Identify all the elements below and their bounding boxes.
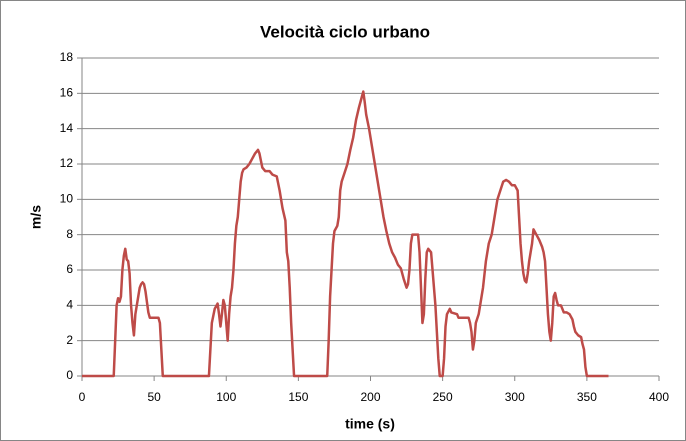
x-tick-label: 0 [79,390,86,404]
x-tick-label: 350 [577,390,597,404]
x-axis-title: time (s) [345,416,395,432]
x-tick-label: 300 [505,390,525,404]
y-tick-label: 0 [66,368,73,382]
y-tick-label: 16 [60,86,74,100]
chart-title: Velocità ciclo urbano [260,22,430,41]
x-tick-label: 200 [360,390,380,404]
x-tick-label: 50 [147,390,161,404]
y-tick-label: 18 [60,50,74,64]
y-tick-label: 4 [66,298,73,312]
y-tick-label: 2 [66,333,73,347]
y-tick-label: 12 [60,156,74,170]
x-tick-label: 400 [649,390,669,404]
y-tick-label: 8 [66,227,73,241]
x-tick-label: 100 [216,390,236,404]
y-tick-label: 6 [66,262,73,276]
speed-line [82,90,609,378]
y-axis-title: m/s [28,205,44,229]
y-tick-label: 10 [60,192,74,206]
x-tick-label: 250 [433,390,453,404]
x-tick-label: 150 [288,390,308,404]
y-tick-label: 14 [60,121,74,135]
